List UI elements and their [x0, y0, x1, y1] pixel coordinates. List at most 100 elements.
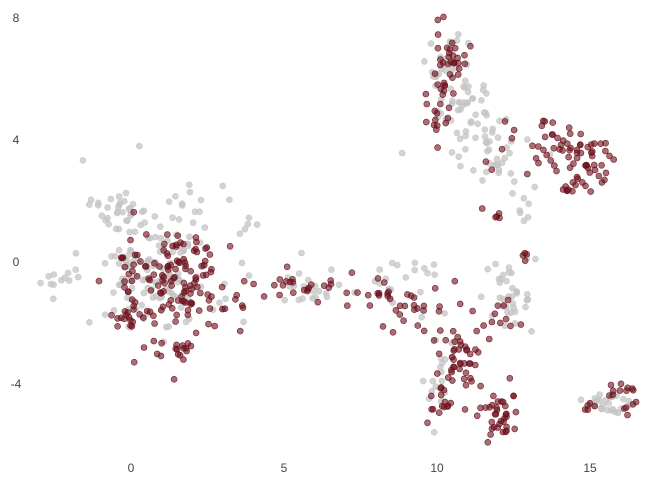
background-points [37, 31, 634, 436]
highlighted-point [629, 400, 637, 408]
highlighted-point [108, 311, 115, 319]
background-point [509, 300, 517, 307]
background-point [506, 149, 513, 157]
highlighted-point [413, 305, 421, 312]
highlighted-point [437, 384, 445, 392]
highlighted-point [454, 71, 462, 78]
highlighted-point [523, 170, 531, 178]
highlighted-point [160, 288, 167, 295]
highlighted-point [226, 243, 234, 250]
highlighted-point [289, 278, 297, 286]
highlighted-point [208, 265, 215, 273]
highlighted-point [463, 346, 471, 353]
highlighted-point [466, 360, 474, 367]
background-point [464, 88, 472, 96]
background-point [528, 328, 535, 335]
background-point [495, 169, 503, 177]
background-point [226, 196, 233, 203]
highlighted-point [289, 289, 297, 297]
highlighted-point [221, 305, 229, 313]
highlighted-point [170, 375, 178, 383]
highlighted-point [186, 282, 194, 290]
background-point [138, 208, 146, 215]
background-point [236, 230, 244, 237]
background-point [50, 281, 57, 289]
highlighted-point [473, 327, 481, 335]
highlighted-point [541, 133, 549, 141]
highlighted-point [422, 118, 430, 126]
highlighted-point [364, 291, 372, 299]
background-point [49, 295, 57, 303]
background-point [79, 157, 87, 164]
highlighted-point [434, 81, 442, 88]
highlighted-point [448, 39, 456, 47]
background-point [523, 291, 531, 298]
highlighted-point [283, 263, 291, 271]
highlighted-point [205, 320, 212, 328]
background-point [171, 292, 178, 300]
highlighted-point [143, 231, 150, 238]
background-point [453, 129, 461, 137]
highlighted-point [193, 238, 200, 246]
highlighted-point [429, 405, 437, 413]
highlighted-point [444, 114, 452, 122]
background-point [524, 213, 532, 221]
highlighted-point [473, 412, 481, 420]
background-point [328, 266, 335, 274]
background-point [607, 407, 615, 414]
highlighted-point [124, 309, 131, 316]
highlighted-point [174, 232, 182, 239]
background-point [430, 261, 438, 268]
highlighted-point [547, 157, 555, 164]
highlighted-point [477, 382, 484, 390]
background-point [448, 97, 456, 105]
background-point [483, 168, 490, 176]
highlighted-point [510, 126, 518, 134]
highlighted-point [250, 280, 257, 288]
highlighted-point [500, 302, 508, 309]
highlighted-point [303, 287, 311, 295]
background-point [222, 295, 229, 303]
highlighted-point [559, 137, 567, 144]
background-point [522, 303, 529, 311]
highlighted-point [236, 327, 244, 335]
highlighted-point [424, 419, 431, 427]
highlighted-point [478, 205, 486, 212]
highlighted-point [488, 425, 496, 432]
highlighted-point [455, 65, 463, 72]
background-point [438, 377, 446, 385]
background-point [245, 214, 253, 222]
background-point [480, 82, 488, 89]
background-point [496, 279, 504, 286]
highlighted-point [151, 320, 158, 327]
highlighted-point [577, 130, 585, 138]
highlighted-point [434, 44, 442, 52]
highlighted-point [208, 293, 215, 300]
background-point [463, 100, 471, 107]
highlighted-point [142, 263, 150, 270]
background-point [509, 284, 516, 292]
background-point [186, 233, 193, 241]
highlighted-point [456, 365, 463, 373]
background-point [122, 189, 130, 197]
x-tick-label-5: 5 [281, 461, 288, 475]
background-point [101, 259, 109, 267]
highlighted-point [343, 289, 351, 297]
highlighted-point [511, 425, 519, 433]
highlighted-point [501, 402, 509, 410]
highlighted-point [550, 144, 558, 152]
background-point [472, 134, 479, 142]
highlighted-point [354, 289, 361, 296]
background-point [178, 200, 186, 207]
background-point [37, 279, 44, 287]
background-point [241, 225, 249, 233]
background-point [431, 271, 438, 279]
highlighted-point [130, 261, 137, 269]
background-point [139, 276, 147, 284]
highlighted-point [566, 146, 573, 154]
highlighted-point [167, 261, 175, 269]
background-point [484, 147, 491, 155]
highlighted-point [565, 153, 572, 161]
background-point [129, 200, 137, 208]
highlighted-point [606, 392, 613, 399]
